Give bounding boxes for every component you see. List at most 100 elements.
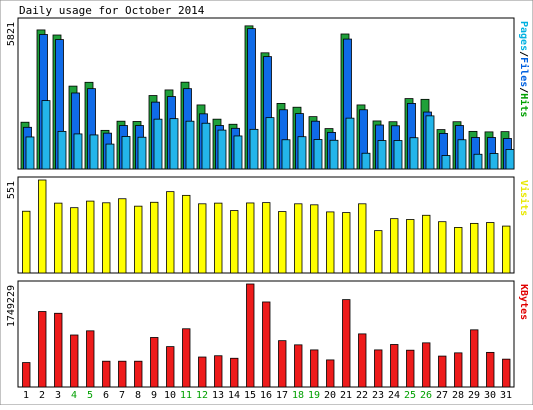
day-bar-group	[486, 351, 495, 388]
day-bar-group	[502, 225, 511, 274]
day-bar-group	[70, 334, 79, 388]
visits-bar	[390, 218, 399, 274]
day-bar-group	[22, 210, 31, 274]
visits-bar	[102, 202, 111, 274]
day-bar-group	[372, 120, 387, 170]
day-bar-group	[502, 358, 511, 388]
visits-bar	[486, 222, 495, 274]
pages-bar	[281, 139, 291, 170]
visits-bar	[230, 210, 239, 274]
day-bar-group	[310, 349, 319, 388]
pages-bar	[505, 149, 515, 170]
pages-bar	[153, 118, 163, 170]
x-tick-label: 28	[452, 390, 464, 401]
pages-bar	[489, 153, 499, 170]
day-bar-group	[38, 311, 47, 388]
day-bar-group	[20, 121, 35, 170]
kbytes-bar	[198, 356, 207, 388]
legend-item: Hits	[518, 93, 530, 117]
day-bar-group	[198, 356, 207, 388]
visits-bar	[294, 203, 303, 274]
visits-bar	[454, 227, 463, 274]
day-bar-group	[454, 227, 463, 274]
pages-bar	[249, 128, 259, 170]
day-bar-group	[404, 98, 419, 170]
kbytes-bar	[86, 330, 95, 388]
x-tick-label: 20	[324, 390, 336, 401]
day-bar-group	[244, 25, 259, 170]
day-bar-group	[214, 202, 223, 274]
pages-bar	[473, 153, 483, 170]
day-bar-group	[86, 200, 95, 274]
x-tick-label: 27	[436, 390, 448, 401]
day-bar-group	[276, 103, 291, 170]
kbytes-bar	[310, 349, 319, 388]
day-bar-group	[118, 198, 127, 274]
visits-bar	[150, 201, 159, 274]
day-bar-group	[100, 129, 115, 170]
x-tick-label: 8	[135, 390, 141, 401]
day-bar-group	[468, 130, 483, 170]
visits-bar	[278, 211, 287, 274]
day-bar-group	[358, 333, 367, 388]
pages-bar	[377, 140, 387, 170]
day-bar-group	[374, 230, 383, 274]
hits-files-pages-panel: 5821 Pages/Files/Hits	[6, 17, 530, 170]
day-bar-group	[212, 118, 227, 170]
kbytes-bar	[150, 337, 159, 388]
visits-bar	[358, 203, 367, 274]
pages-bar	[121, 136, 131, 170]
day-bar-group	[438, 221, 447, 274]
visits-bar	[166, 191, 175, 274]
visits-bar	[310, 204, 319, 274]
pages-bar	[233, 135, 243, 170]
pages-bar	[457, 139, 467, 170]
day-bar-group	[102, 360, 111, 388]
visits-bar	[502, 225, 511, 274]
x-tick-label: 23	[372, 390, 384, 401]
day-bar-group	[342, 299, 351, 388]
pages-bar	[441, 155, 451, 170]
x-tick-label: 6	[103, 390, 109, 401]
kbytes-bar	[294, 344, 303, 388]
day-bar-group	[356, 104, 371, 170]
pages-bar	[57, 130, 67, 170]
kbytes-bar	[230, 357, 239, 388]
kbytes-bar	[406, 349, 415, 388]
day-bar-group	[150, 201, 159, 274]
pages-bar	[105, 143, 115, 170]
x-tick-label: 12	[196, 390, 208, 401]
pages-bar	[265, 117, 275, 170]
visits-bar	[342, 212, 351, 274]
chart-title: Daily usage for October 2014	[19, 4, 205, 17]
x-tick-label: 11	[180, 390, 192, 401]
x-tick-label: 17	[276, 390, 288, 401]
kbytes-bar	[326, 359, 335, 388]
x-tick-label: 14	[228, 390, 240, 401]
day-bar-group	[500, 131, 515, 170]
x-tick-label: 29	[468, 390, 480, 401]
kbytes-bar	[390, 344, 399, 388]
day-bar-group	[260, 52, 275, 170]
day-bar-group	[484, 131, 499, 170]
day-bar-group	[278, 340, 287, 388]
day-bar-group	[452, 121, 467, 170]
x-tick-label: 15	[244, 390, 256, 401]
day-bar-group	[262, 202, 271, 274]
y-max-label: 5821	[6, 22, 17, 46]
day-bar-group	[230, 357, 239, 388]
day-bar-group	[68, 85, 83, 170]
day-bar-group	[294, 203, 303, 274]
pages-bar	[217, 129, 227, 170]
pages-bar	[137, 136, 147, 170]
day-bar-group	[324, 128, 339, 170]
day-bar-group	[422, 342, 431, 388]
y-max-label: 551	[6, 181, 17, 199]
pages-bar	[169, 118, 179, 170]
pages-bar	[89, 134, 99, 170]
day-bar-group	[52, 34, 67, 170]
day-bar-group	[326, 211, 335, 274]
day-bar-group	[132, 121, 147, 170]
day-bar-group	[388, 121, 403, 170]
